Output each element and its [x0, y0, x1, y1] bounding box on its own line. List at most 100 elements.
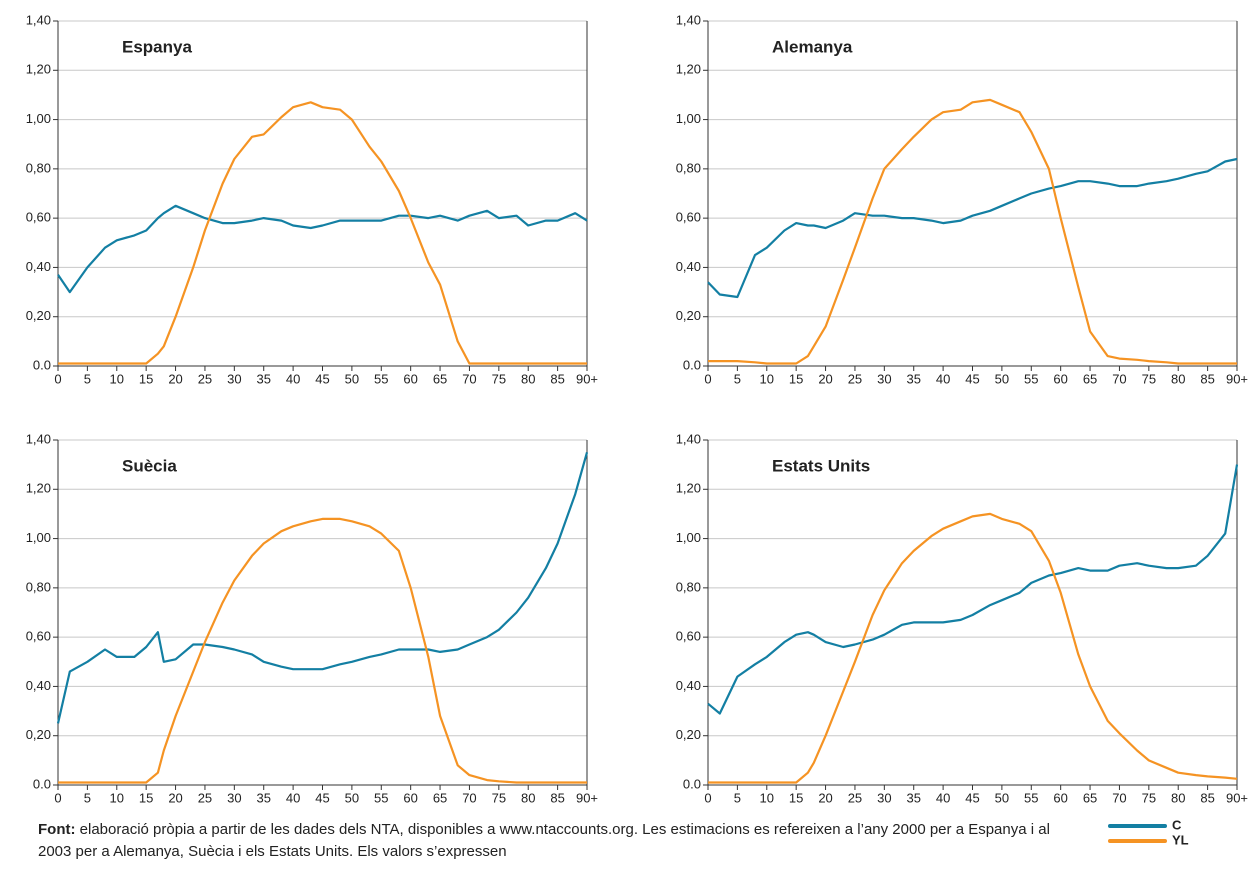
- y-tick-label: 0,20: [26, 308, 51, 323]
- x-tick-label: 75: [492, 371, 506, 386]
- y-tick-label: 1,00: [676, 530, 701, 545]
- x-tick-label: 10: [760, 371, 774, 386]
- chart-title: Suècia: [122, 456, 177, 475]
- x-tick-label: 40: [936, 371, 950, 386]
- footer-label: Font:: [38, 821, 76, 838]
- x-tick-label: 80: [1171, 790, 1185, 805]
- series-line: [58, 101, 587, 365]
- x-tick-label: 55: [374, 371, 388, 386]
- x-tick-label: 15: [789, 790, 803, 805]
- x-tick-label: 10: [760, 790, 774, 805]
- x-tick-label: 85: [1200, 371, 1214, 386]
- y-tick-label: 1,00: [676, 111, 701, 126]
- y-tick-label: 1,40: [26, 431, 51, 446]
- x-tick-label: 15: [139, 790, 153, 805]
- x-tick-label: 30: [877, 790, 891, 805]
- x-tick-label: 70: [1112, 790, 1126, 805]
- x-tick-label: 80: [521, 371, 535, 386]
- x-tick-label: 75: [1142, 371, 1156, 386]
- x-tick-label: 5: [84, 371, 91, 386]
- x-tick-label: 85: [550, 790, 564, 805]
- y-tick-label: 1,20: [676, 481, 701, 496]
- x-tick-label: 5: [84, 790, 91, 805]
- x-tick-label: 70: [1112, 371, 1126, 386]
- chart-title: Estats Units: [772, 456, 870, 475]
- x-tick-label: 80: [1171, 371, 1185, 386]
- y-tick-label: 1,40: [676, 431, 701, 446]
- x-tick-label: 30: [877, 371, 891, 386]
- x-tick-label: 0: [704, 371, 711, 386]
- x-tick-label: 25: [848, 790, 862, 805]
- x-tick-label: 90+: [1226, 371, 1248, 386]
- y-tick-label: 0,80: [26, 579, 51, 594]
- x-tick-label: 50: [345, 371, 359, 386]
- x-tick-label: 85: [1200, 790, 1214, 805]
- y-tick-label: 0,60: [26, 629, 51, 644]
- x-tick-label: 55: [374, 790, 388, 805]
- y-tick-label: 0,60: [26, 210, 51, 225]
- x-tick-label: 85: [550, 371, 564, 386]
- x-tick-label: 65: [1083, 371, 1097, 386]
- x-tick-label: 35: [256, 371, 270, 386]
- x-tick-label: 20: [168, 790, 182, 805]
- x-tick-label: 45: [315, 371, 329, 386]
- x-tick-label: 35: [256, 790, 270, 805]
- x-tick-label: 75: [1142, 790, 1156, 805]
- x-tick-label: 35: [906, 371, 920, 386]
- x-tick-label: 10: [110, 790, 124, 805]
- x-tick-label: 90+: [576, 371, 598, 386]
- x-tick-label: 10: [110, 371, 124, 386]
- legend-label: C: [1172, 817, 1182, 832]
- x-tick-label: 55: [1024, 371, 1038, 386]
- x-tick-label: 60: [403, 790, 417, 805]
- series-line: [708, 98, 1237, 365]
- x-tick-label: 65: [1083, 790, 1097, 805]
- x-tick-label: 50: [345, 790, 359, 805]
- y-tick-label: 0.0: [683, 776, 701, 791]
- x-tick-label: 70: [462, 371, 476, 386]
- x-tick-label: 60: [403, 371, 417, 386]
- x-tick-label: 25: [198, 790, 212, 805]
- y-tick-label: 0.0: [33, 357, 51, 372]
- chart-title: Espanya: [122, 37, 192, 56]
- y-tick-label: 0,80: [676, 160, 701, 175]
- y-tick-label: 1,00: [26, 530, 51, 545]
- y-tick-label: 1,00: [26, 111, 51, 126]
- x-tick-label: 65: [433, 371, 447, 386]
- y-tick-label: 0,60: [676, 210, 701, 225]
- series-line: [708, 512, 1238, 784]
- y-tick-label: 1,20: [26, 481, 51, 496]
- x-tick-label: 20: [168, 371, 182, 386]
- x-tick-label: 50: [995, 790, 1009, 805]
- x-tick-label: 45: [965, 371, 979, 386]
- x-tick-label: 35: [906, 790, 920, 805]
- footer: Font: elaboració pròpia a partir de les …: [38, 819, 1078, 863]
- y-tick-label: 0,40: [676, 678, 701, 693]
- x-tick-label: 20: [818, 371, 832, 386]
- x-tick-label: 90+: [1226, 790, 1248, 805]
- x-tick-label: 90+: [576, 790, 598, 805]
- x-tick-label: 0: [704, 790, 711, 805]
- series-line: [707, 157, 1238, 299]
- x-tick-label: 45: [315, 790, 329, 805]
- y-tick-label: 0,20: [676, 308, 701, 323]
- series-line: [58, 517, 587, 784]
- x-tick-label: 40: [936, 790, 950, 805]
- y-tick-label: 1,20: [26, 62, 51, 77]
- x-tick-label: 15: [139, 371, 153, 386]
- x-tick-label: 20: [818, 790, 832, 805]
- x-tick-label: 60: [1053, 790, 1067, 805]
- footer-text: elaboració pròpia a partir de les dades …: [38, 821, 1050, 860]
- x-tick-label: 0: [54, 371, 61, 386]
- y-tick-label: 0,20: [676, 727, 701, 742]
- x-tick-label: 30: [227, 371, 241, 386]
- x-tick-label: 25: [198, 371, 212, 386]
- y-tick-label: 0,40: [676, 259, 701, 274]
- y-tick-label: 0,20: [26, 727, 51, 742]
- legend-label: YL: [1172, 832, 1189, 847]
- x-tick-label: 15: [789, 371, 803, 386]
- x-tick-label: 30: [227, 790, 241, 805]
- x-tick-label: 40: [286, 790, 300, 805]
